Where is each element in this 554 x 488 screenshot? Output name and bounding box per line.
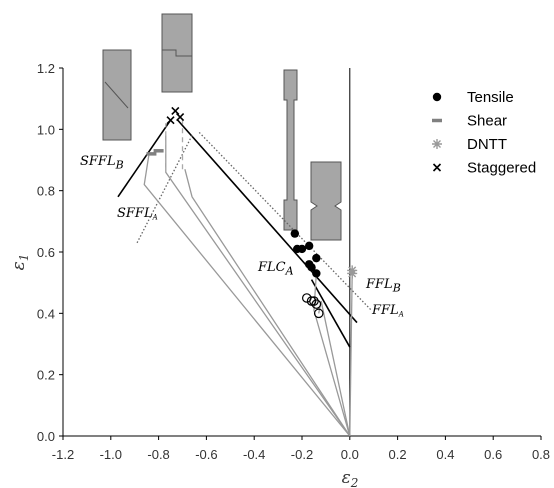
specimen-notched xyxy=(310,161,342,241)
x-axis-label-text: ε xyxy=(342,468,351,488)
point xyxy=(307,263,316,272)
specimen-staggered xyxy=(161,13,193,93)
legend-marker xyxy=(432,139,442,149)
line xyxy=(143,153,351,437)
x-tick-label: 0.0 xyxy=(341,447,359,462)
line xyxy=(310,279,351,348)
y-tick-label: 1.2 xyxy=(37,61,55,76)
annotation-sub: A xyxy=(152,213,158,221)
annotation-text: FLC xyxy=(257,260,286,275)
point xyxy=(312,253,321,263)
x-tick-label: 0.2 xyxy=(389,447,407,462)
y-tick-label: 0.0 xyxy=(37,429,55,444)
annotation: SFFLB xyxy=(80,154,124,172)
point xyxy=(347,265,358,276)
x-tick-label: 0.4 xyxy=(436,447,454,462)
y-tick-label: 0.8 xyxy=(37,184,55,199)
line xyxy=(184,169,351,437)
x-axis-label: ε2 xyxy=(342,468,359,488)
x-tick-label: 0.8 xyxy=(532,447,550,462)
annotation: FLCA xyxy=(257,260,294,278)
point xyxy=(309,296,319,306)
legend-label: Staggered xyxy=(467,160,536,177)
x-tick-label: 0.6 xyxy=(484,447,502,462)
annotation-sub: B xyxy=(115,159,124,172)
point xyxy=(171,106,180,115)
annotation: SFFLA xyxy=(117,206,158,221)
annotation: FFLA xyxy=(371,303,404,318)
legend: Tensile Shear DNTT Staggered xyxy=(432,89,536,177)
y-axis-label-sub: 1 xyxy=(17,254,31,262)
x-axis-label-sub: 2 xyxy=(350,476,359,488)
annotation-text: FFL xyxy=(365,277,393,292)
y-tick-label: 1.0 xyxy=(37,122,55,137)
line xyxy=(165,135,351,437)
point xyxy=(306,296,317,306)
legend-label: Shear xyxy=(467,113,507,130)
line xyxy=(318,300,351,437)
line xyxy=(198,131,372,311)
annotation-sub: A xyxy=(398,310,404,318)
legend-marker xyxy=(432,163,442,172)
point xyxy=(311,299,322,309)
point xyxy=(313,308,324,319)
specimen-icons xyxy=(102,13,342,241)
annotation: FFLB xyxy=(365,277,401,295)
y-tick-label: 0.2 xyxy=(37,368,55,383)
annotation-text: SFFL xyxy=(80,154,116,169)
specimen-tensile xyxy=(283,69,298,231)
y-axis-label: ε1 xyxy=(9,254,31,271)
x-tick-label: -0.2 xyxy=(291,447,313,462)
line xyxy=(177,119,358,324)
x-tick-label: -1.2 xyxy=(52,447,74,462)
x-tick-label: -1.0 xyxy=(100,447,122,462)
annotation-text: SFFL xyxy=(117,206,153,221)
x-tick-label: -0.4 xyxy=(243,447,265,462)
x-tick-label: -0.6 xyxy=(195,447,217,462)
point xyxy=(290,229,300,238)
legend-label: Tensile xyxy=(467,89,514,106)
x-tick-label: -0.8 xyxy=(147,447,169,462)
specimen-notch xyxy=(162,49,192,57)
line xyxy=(136,135,193,244)
line xyxy=(117,119,172,198)
point xyxy=(166,116,175,125)
y-axis-label-text: ε xyxy=(9,261,29,270)
legend-label: DNTT xyxy=(467,136,507,153)
line xyxy=(349,273,353,437)
specimen-notch xyxy=(104,81,129,109)
annotation-text: FFL xyxy=(371,303,399,318)
annotation-sub: A xyxy=(285,265,294,278)
point xyxy=(304,241,314,251)
point xyxy=(312,269,321,278)
annotation-sub: B xyxy=(392,282,401,295)
legend-marker xyxy=(432,92,442,102)
y-tick-label: 0.4 xyxy=(37,306,55,321)
point xyxy=(297,244,307,254)
y-tick-label: 0.6 xyxy=(37,245,55,260)
line xyxy=(313,273,351,437)
point xyxy=(176,113,185,122)
